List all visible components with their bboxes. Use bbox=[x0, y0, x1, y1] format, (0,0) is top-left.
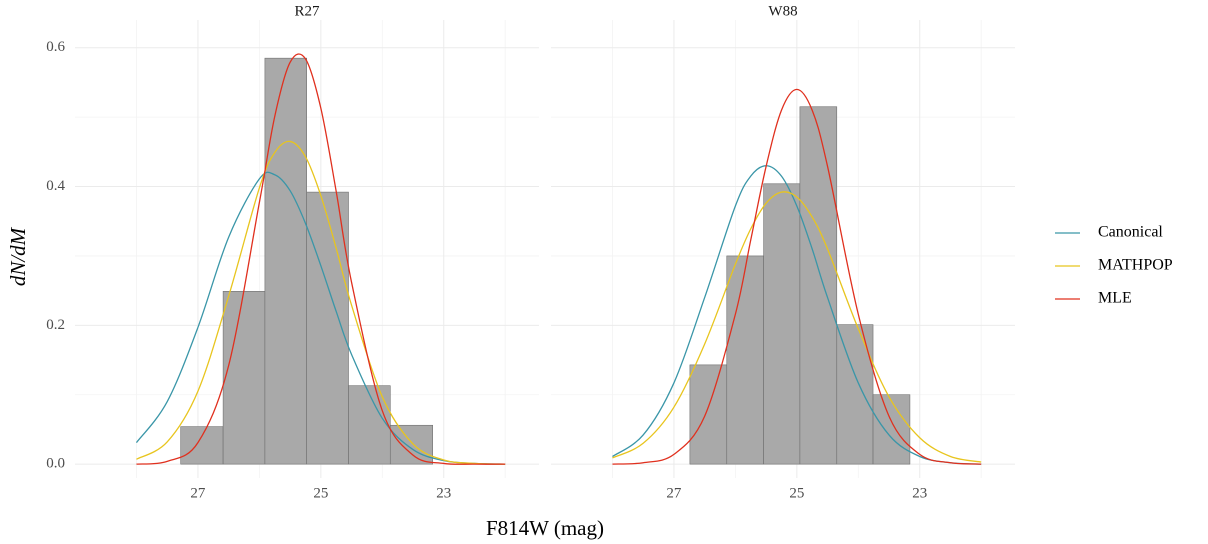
y-tick-label: 0.6 bbox=[46, 39, 65, 55]
histogram-bar bbox=[389, 424, 433, 465]
x-tick-label: 27 bbox=[190, 485, 206, 501]
x-axis-label: F814W (mag) bbox=[486, 516, 604, 540]
y-axis-label: dN/dM bbox=[6, 226, 30, 286]
density-line bbox=[136, 53, 506, 465]
histogram-bar bbox=[799, 106, 838, 465]
density-line bbox=[612, 191, 982, 463]
y-tick-label: 0.0 bbox=[46, 456, 65, 472]
histogram-bar bbox=[222, 291, 266, 465]
histogram-bar bbox=[180, 426, 224, 465]
y-tick-label: 0.2 bbox=[46, 317, 65, 333]
panel-title: R27 bbox=[294, 3, 320, 19]
x-tick-label: 25 bbox=[313, 485, 328, 501]
x-tick-label: 23 bbox=[436, 485, 451, 501]
panel-title: W88 bbox=[768, 3, 797, 19]
density-line bbox=[135, 171, 506, 465]
histogram-bar bbox=[689, 364, 728, 465]
histogram-bar bbox=[872, 394, 911, 465]
panel: W88 27 25 23 bbox=[551, 3, 1015, 501]
legend: Canonical MATHPOP MLE bbox=[1055, 224, 1173, 307]
density-line bbox=[612, 88, 982, 465]
legend-label: MLE bbox=[1098, 290, 1132, 307]
density-line bbox=[136, 140, 506, 465]
y-tick-label: 0.4 bbox=[46, 178, 65, 194]
histogram-bar bbox=[836, 324, 874, 465]
histogram-bar bbox=[348, 385, 391, 465]
histogram-bar bbox=[763, 183, 801, 465]
histogram-bar bbox=[264, 57, 307, 465]
x-tick-label: 23 bbox=[912, 485, 927, 501]
panel: R27 0.0 0.2 0.4 0.6 27 25 23 bbox=[46, 3, 539, 501]
legend-label: Canonical bbox=[1098, 224, 1163, 241]
histogram-bar bbox=[726, 255, 764, 465]
x-tick-label: 25 bbox=[789, 485, 804, 501]
legend-label: MATHPOP bbox=[1098, 257, 1173, 274]
density-line bbox=[612, 165, 982, 465]
x-tick-label: 27 bbox=[666, 485, 682, 501]
